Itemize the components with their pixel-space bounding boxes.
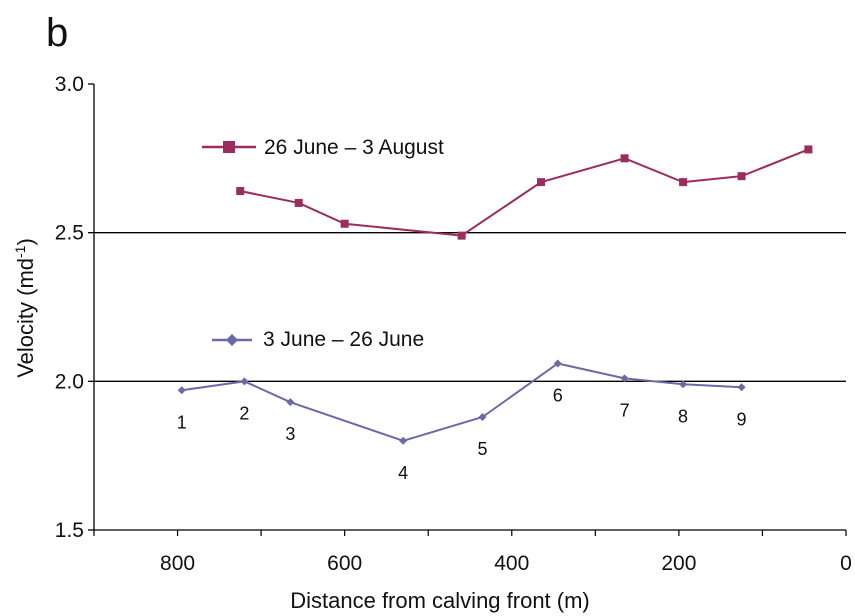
x-axis-ticks: 800 600 400 200 0 bbox=[93, 530, 852, 575]
x-tick-label: 200 bbox=[661, 552, 696, 575]
point-label: 1 bbox=[177, 412, 187, 432]
y-tick-label: 3.0 bbox=[55, 73, 84, 96]
axes bbox=[93, 84, 846, 531]
legend-marker bbox=[223, 141, 235, 153]
data-point bbox=[340, 219, 349, 228]
data-point bbox=[294, 198, 303, 207]
x-axis-label: Distance from calving front (m) bbox=[290, 588, 590, 613]
data-point bbox=[478, 413, 487, 422]
point-label: 6 bbox=[553, 385, 563, 405]
x-tick-label: 600 bbox=[327, 552, 362, 575]
point-label: 3 bbox=[285, 424, 295, 444]
y-axis-label-main: Velocity (md bbox=[13, 258, 38, 378]
data-point bbox=[286, 398, 295, 407]
x-tick-label: 0 bbox=[840, 552, 852, 575]
panel-label: b bbox=[46, 11, 68, 55]
data-point bbox=[737, 172, 746, 181]
point-label: 9 bbox=[737, 409, 747, 429]
data-point bbox=[620, 374, 629, 383]
point-label: 5 bbox=[478, 439, 488, 459]
legend: 26 June – 3 August 3 June – 26 June bbox=[202, 136, 444, 351]
data-point bbox=[457, 231, 466, 240]
x-tick-label: 400 bbox=[494, 552, 529, 575]
point-label: 4 bbox=[398, 463, 408, 483]
data-point bbox=[399, 436, 408, 445]
data-point bbox=[737, 383, 746, 392]
data-point bbox=[620, 154, 629, 163]
data-point bbox=[553, 359, 562, 368]
legend-item-1: 26 June – 3 August bbox=[202, 136, 444, 159]
data-point bbox=[240, 377, 249, 386]
y-axis-ticks: 1.5 2.0 2.5 3.0 bbox=[55, 73, 94, 542]
series-2 bbox=[177, 359, 746, 445]
data-point bbox=[537, 178, 546, 187]
point-label: 2 bbox=[239, 403, 249, 423]
series-line bbox=[240, 148, 809, 237]
legend-item-2: 3 June – 26 June bbox=[212, 328, 424, 351]
data-point bbox=[236, 187, 245, 196]
series-1 bbox=[236, 145, 813, 240]
data-point bbox=[679, 380, 688, 389]
series-layer bbox=[177, 145, 813, 445]
legend-marker bbox=[226, 334, 238, 346]
point-labels: 1 2 3 4 5 6 7 8 9 bbox=[177, 385, 747, 482]
y-tick-label: 2.0 bbox=[55, 370, 84, 393]
series-line bbox=[181, 362, 742, 442]
point-label: 8 bbox=[678, 406, 688, 426]
y-axis-label: Velocity (md-1) bbox=[12, 238, 38, 378]
y-axis-label-superscript: -1 bbox=[12, 245, 28, 258]
point-label: 7 bbox=[620, 400, 630, 420]
data-point bbox=[177, 386, 186, 395]
y-tick-label: 2.5 bbox=[55, 222, 84, 245]
data-point bbox=[804, 145, 813, 154]
grid-lines bbox=[94, 232, 846, 382]
legend-label: 26 June – 3 August bbox=[264, 136, 444, 159]
x-tick-label: 800 bbox=[160, 552, 195, 575]
y-tick-label: 1.5 bbox=[55, 519, 84, 542]
data-point bbox=[679, 178, 688, 187]
legend-label: 3 June – 26 June bbox=[263, 328, 424, 351]
y-axis-label-close: ) bbox=[13, 238, 38, 245]
